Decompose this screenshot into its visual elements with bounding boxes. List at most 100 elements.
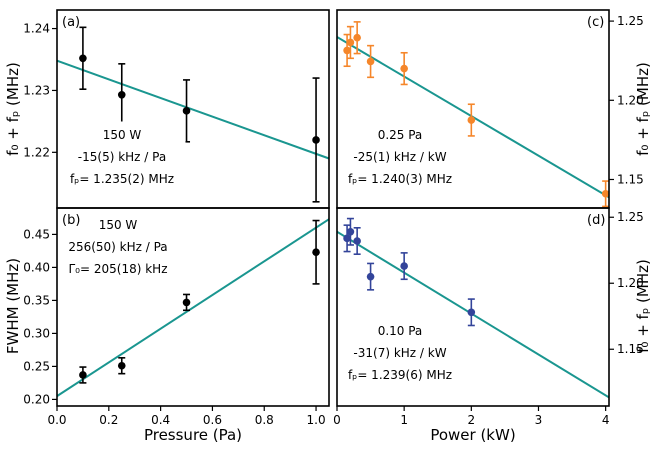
- data-point: [79, 366, 87, 384]
- annotation-line: 150 W: [103, 128, 142, 142]
- annotation-line: 0.10 Pa: [378, 324, 423, 338]
- data-point: [400, 51, 408, 86]
- x-tick-label: 0.8: [255, 413, 274, 427]
- y-tick-label: 1.22: [23, 145, 50, 159]
- x-tick-label: 0: [333, 413, 341, 427]
- y-tick-label: 1.23: [23, 83, 50, 97]
- data-point: [601, 180, 610, 208]
- data-point: [346, 217, 355, 246]
- data-marker: [182, 298, 191, 307]
- y-tick-label: 0.45: [23, 227, 50, 241]
- annotation-line: 256(50) kHz / Pa: [68, 240, 167, 254]
- annotation-line: 0.25 Pa: [378, 128, 423, 142]
- data-marker: [346, 227, 355, 236]
- annotation-box: [340, 121, 462, 196]
- data-point: [117, 63, 126, 127]
- annotation-box: [64, 121, 186, 196]
- annotation-line: fₚ= 1.239(6) MHz: [348, 368, 452, 382]
- y-tick-label: 1.15: [617, 342, 644, 356]
- x-tick-label: 0.2: [99, 413, 118, 427]
- data-marker: [601, 189, 610, 198]
- y-tick-label: 1.25: [617, 14, 644, 28]
- panel-c: 1.15 1.20 1.25 (c) 0.25 Pa -25(1) kHz / kW fₚ=…: [336, 9, 652, 209]
- x-axis-label: Power (kW): [430, 426, 515, 444]
- data-point: [400, 252, 408, 281]
- y-tick-label: 0.35: [23, 293, 50, 307]
- data-marker: [79, 54, 87, 63]
- data-point: [312, 77, 320, 203]
- x-tick-label: 3: [535, 413, 543, 427]
- data-marker: [353, 33, 361, 42]
- y-axis-label: f₀ + fₚ (MHz): [634, 259, 652, 353]
- panel-b: 0.20 0.25 0.30 0.35 0.40 0.45 0.0 0.2 0.4 0.6 0.8 1…: [4, 207, 330, 444]
- fit-line: [57, 59, 329, 160]
- data-point: [366, 44, 375, 79]
- data-point: [366, 262, 375, 291]
- data-marker: [467, 116, 476, 124]
- y-axis-label: f₀ + fₚ (MHz): [4, 62, 22, 156]
- fit-line: [57, 218, 329, 397]
- data-point: [79, 26, 87, 90]
- data-marker: [400, 262, 408, 270]
- y-tick-label: 0.20: [23, 392, 50, 406]
- data-point: [343, 33, 351, 68]
- annotation-line: -15(5) kHz / Pa: [78, 150, 166, 164]
- y-tick-label: 0.25: [23, 359, 50, 373]
- data-point: [467, 298, 476, 327]
- annotation-line: -31(7) kHz / kW: [353, 346, 446, 360]
- data-marker: [346, 38, 355, 47]
- x-tick-label: 0.4: [151, 413, 170, 427]
- data-marker: [343, 234, 351, 243]
- y-tick-label: 1.20: [617, 276, 644, 290]
- annotation-line: Γ₀= 205(18) kHz: [69, 262, 168, 276]
- data-point: [117, 357, 126, 375]
- data-point: [182, 293, 191, 312]
- x-tick-label: 1.0: [307, 413, 326, 427]
- x-axis-label: Pressure (Pa): [144, 426, 242, 444]
- panel-d: 1.15 1.20 1.25 0 1 2 3 4 (d) 0.10 Pa -31(7) kHz / …: [333, 207, 652, 444]
- data-marker: [343, 46, 351, 55]
- data-point: [182, 79, 191, 143]
- data-marker: [117, 361, 126, 370]
- data-marker: [117, 90, 126, 99]
- data-marker: [353, 237, 361, 245]
- data-marker: [400, 64, 408, 73]
- y-tick-label: 1.25: [617, 210, 644, 224]
- x-tick-label: 1: [400, 413, 408, 427]
- x-tick-label: 2: [468, 413, 476, 427]
- y-axis-label: FWHM (MHz): [4, 258, 22, 354]
- y-axis-label: f₀ + fₚ (MHz): [634, 62, 652, 156]
- annotation-line: fₚ= 1.235(2) MHz: [70, 172, 174, 186]
- data-point: [343, 224, 351, 253]
- axes-frame: [56, 207, 330, 407]
- annotation-line: fₚ= 1.240(3) MHz: [348, 172, 452, 186]
- data-marker: [467, 308, 476, 317]
- x-tick-label: 4: [602, 413, 610, 427]
- panel-a: 1.22 1.23 1.24 (a) 150 W -15(5) kHz / Pa fₚ= 1…: [4, 9, 330, 209]
- y-tick-label: 0.40: [23, 260, 50, 274]
- annotation-line: 150 W: [99, 218, 138, 232]
- panel-label: (d): [587, 213, 605, 228]
- x-tick-label: 0.0: [47, 413, 66, 427]
- data-marker: [366, 57, 375, 66]
- panel-label: (c): [587, 15, 604, 30]
- data-point: [346, 25, 355, 60]
- annotation-box: [340, 317, 462, 392]
- axes-frame: [336, 207, 610, 407]
- panel-label: (b): [62, 213, 80, 228]
- y-tick-label: 0.30: [23, 326, 50, 340]
- x-tick-label: 0.6: [203, 413, 222, 427]
- data-point: [467, 103, 476, 137]
- data-marker: [312, 136, 320, 144]
- annotation-line: -25(1) kHz / kW: [353, 150, 446, 164]
- panel-label: (a): [62, 15, 80, 30]
- data-marker: [312, 248, 320, 257]
- y-tick-label: 1.20: [617, 93, 644, 107]
- data-point: [353, 21, 361, 55]
- data-marker: [182, 107, 191, 115]
- data-point: [312, 219, 320, 285]
- y-tick-label: 1.15: [617, 172, 644, 186]
- data-marker: [79, 371, 87, 379]
- data-marker: [366, 272, 375, 281]
